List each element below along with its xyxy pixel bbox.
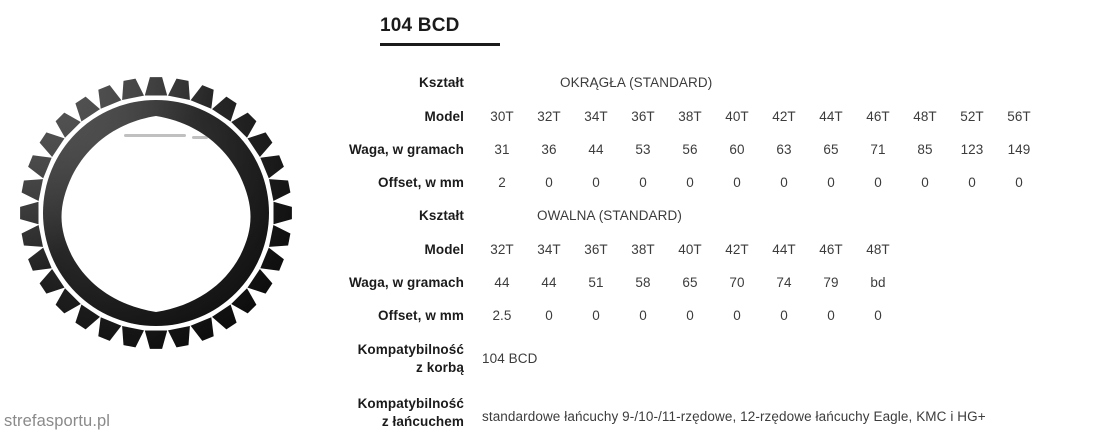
- offset-cell: 0: [592, 308, 600, 323]
- row-label-offset: Offset, w mm: [378, 175, 464, 190]
- model-cell: 44T: [819, 109, 843, 124]
- offset-cell: 0: [545, 308, 553, 323]
- row-weight-oval: Waga, w gramach 44 44 51 58 65 70 74 79 bd: [330, 274, 1109, 298]
- model-cell: 48T: [913, 109, 937, 124]
- chain-compatibility-value: standardowe łańcuchy 9-/10-/11-rzędowe, …: [482, 409, 986, 424]
- weight-cell: 51: [588, 275, 604, 290]
- weight-cell: 31: [494, 142, 510, 157]
- model-cell: 30T: [490, 109, 514, 124]
- model-cell: 40T: [678, 242, 702, 257]
- row-label-model: Model: [424, 109, 464, 124]
- offset-cell: 0: [639, 175, 647, 190]
- row-model-oval: Model 32T 34T 36T 38T 40T 42T 44T 46T 48T: [330, 241, 1109, 265]
- row-offset-round: Offset, w mm 2 0 0 0 0 0 0 0 0 0 0 0: [330, 174, 1109, 198]
- weight-cell: 44: [588, 142, 604, 157]
- weight-cell: 71: [870, 142, 886, 157]
- model-cell: 38T: [678, 109, 702, 124]
- row-crank-compatibility: Kompatybilność z korbą 104 BCD: [330, 342, 1109, 375]
- model-cell: 46T: [819, 242, 843, 257]
- row-chain-compatibility: Kompatybilność z łańcuchem standardowe ł…: [330, 396, 1109, 429]
- weight-cell: bd: [870, 275, 886, 290]
- chain-compat-label-line2: z łańcuchem: [381, 414, 464, 429]
- row-label-crank-compatibility: Kompatybilność z korbą: [330, 341, 464, 377]
- offset-cell: 0: [1015, 175, 1023, 190]
- offset-cell: 0: [827, 308, 835, 323]
- page-title: 104 BCD: [380, 15, 460, 36]
- weight-cell: 56: [682, 142, 698, 157]
- row-label-shape: Kształt: [419, 75, 464, 90]
- model-cell: 42T: [772, 109, 796, 124]
- model-cell: 38T: [631, 242, 655, 257]
- offset-cell: 0: [733, 175, 741, 190]
- offset-cell: 0: [827, 175, 835, 190]
- model-cell: 52T: [960, 109, 984, 124]
- weight-cell: 36: [541, 142, 557, 157]
- model-cell: 42T: [725, 242, 749, 257]
- model-cell: 56T: [1007, 109, 1031, 124]
- row-shape-oval: Kształt OWALNA (STANDARD): [330, 207, 1109, 231]
- model-cell: 36T: [584, 242, 608, 257]
- weight-cell: 53: [635, 142, 651, 157]
- chainring-icon: [18, 72, 294, 354]
- row-label-weight-oval: Waga, w gramach: [348, 275, 464, 290]
- row-shape-round: Kształt OKRĄGŁA (STANDARD): [330, 74, 1109, 98]
- offset-cell: 0: [780, 308, 788, 323]
- row-label-offset-oval: Offset, w mm: [378, 308, 464, 323]
- chain-compat-label-line1: Kompatybilność: [357, 396, 464, 411]
- offset-cell: 0: [545, 175, 553, 190]
- crank-compat-label-line2: z korbą: [416, 360, 464, 375]
- offset-cell: 0: [874, 175, 882, 190]
- model-cell: 44T: [772, 242, 796, 257]
- site-watermark: strefasportu.pl: [4, 412, 111, 430]
- offset-cell: 0: [874, 308, 882, 323]
- weight-cell: 58: [635, 275, 651, 290]
- offset-cell: 0: [780, 175, 788, 190]
- model-cell: 32T: [537, 109, 561, 124]
- offset-cell: 0: [592, 175, 600, 190]
- weight-cell: 63: [776, 142, 792, 157]
- weight-cell: 65: [823, 142, 839, 157]
- offset-cell: 0: [639, 308, 647, 323]
- weight-cell: 44: [494, 275, 510, 290]
- model-cell: 48T: [866, 242, 890, 257]
- row-label-chain-compatibility: Kompatybilność z łańcuchem: [330, 395, 464, 431]
- weight-cell: 123: [960, 142, 984, 157]
- model-cell: 36T: [631, 109, 655, 124]
- row-label-weight: Waga, w gramach: [348, 142, 464, 157]
- row-label-model-oval: Model: [424, 242, 464, 257]
- shape-value-round: OKRĄGŁA (STANDARD): [560, 75, 713, 90]
- offset-cell: 0: [733, 308, 741, 323]
- weight-cell: 65: [682, 275, 698, 290]
- weight-cell: 70: [729, 275, 745, 290]
- offset-cell: 0: [686, 308, 694, 323]
- weight-cell: 60: [729, 142, 745, 157]
- shape-value-oval: OWALNA (STANDARD): [537, 208, 682, 223]
- crank-compat-label-line1: Kompatybilność: [357, 342, 464, 357]
- offset-cell: 0: [921, 175, 929, 190]
- weight-cell: 44: [541, 275, 557, 290]
- offset-cell: 2: [498, 175, 506, 190]
- model-cell: 34T: [584, 109, 608, 124]
- model-cell: 46T: [866, 109, 890, 124]
- specification-panel: 104 BCD Kształt OKRĄGŁA (STANDARD) Model…: [330, 0, 1109, 446]
- row-offset-oval: Offset, w mm 2.5 0 0 0 0 0 0 0 0: [330, 307, 1109, 331]
- product-image: [18, 72, 294, 354]
- title-underline: [380, 43, 500, 46]
- offset-cell: 2.5: [492, 308, 512, 323]
- model-cell: 34T: [537, 242, 561, 257]
- offset-cell: 0: [686, 175, 694, 190]
- weight-cell: 79: [823, 275, 839, 290]
- weight-cell: 149: [1007, 142, 1031, 157]
- crank-compatibility-value: 104 BCD: [482, 351, 538, 366]
- row-label-shape-oval: Kształt: [419, 208, 464, 223]
- row-weight-round: Waga, w gramach 31 36 44 53 56 60 63 65 71 85 123 1…: [330, 141, 1109, 165]
- offset-cell: 0: [968, 175, 976, 190]
- model-cell: 32T: [490, 242, 514, 257]
- model-cell: 40T: [725, 109, 749, 124]
- engraving: [124, 134, 208, 139]
- weight-cell: 85: [917, 142, 933, 157]
- row-model-round: Model 30T 32T 34T 36T 38T 40T 42T 44T 46T 48T 52T 5…: [330, 108, 1109, 132]
- weight-cell: 74: [776, 275, 792, 290]
